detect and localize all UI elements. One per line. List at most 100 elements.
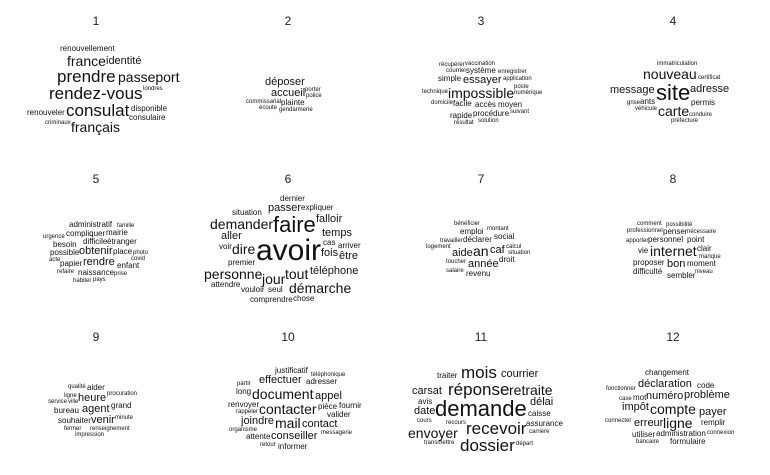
cloud-word: carte — [658, 103, 690, 119]
cloud-word: porter — [305, 87, 321, 93]
cloud-word: renouveler — [27, 108, 65, 117]
cloud-word: plainte — [281, 98, 305, 107]
word-cloud: accueil déposer plainte gendarmerie porter po… — [192, 0, 384, 158]
cloud-word: ligne — [663, 415, 693, 431]
cloud-word: procuration — [107, 391, 138, 397]
cloud-word: impression — [75, 432, 105, 438]
cloud-word: connexion — [707, 430, 735, 436]
cloud-word: naissance — [78, 268, 115, 277]
cloud-word: tout — [285, 266, 309, 282]
cloud-word: renouvellement — [60, 44, 115, 53]
cloud-word: système — [466, 66, 496, 75]
cloud-word: professionnel — [627, 228, 663, 234]
cloud-word: situation — [508, 250, 531, 256]
cloud-word: ville — [68, 399, 79, 405]
cloud-word: courrier — [501, 368, 539, 380]
cloud-word: fournir — [339, 401, 362, 410]
cloud-word: point — [687, 235, 705, 244]
cloud-word: niveau — [695, 269, 713, 275]
word-cloud: obtenir rendre difficile compliquer naissanc… — [0, 158, 192, 316]
cloud-word: photo — [133, 250, 149, 256]
cloud-word: date — [414, 405, 436, 417]
cloud-word: salaire — [446, 268, 464, 274]
cloud-word: essayer — [463, 74, 502, 86]
cloud-word: comment — [637, 221, 662, 227]
cloud-word: fermer — [64, 426, 82, 432]
cloud-word: administration — [656, 429, 706, 438]
cloud-word: appel — [315, 390, 342, 402]
cloud-word: recours — [446, 420, 467, 426]
cloud-word: permis — [691, 98, 716, 107]
cloud-word: service — [48, 399, 68, 405]
cloud-word: personnel — [648, 235, 684, 244]
word-cloud: avoir faire tout jour demander démarche person… — [192, 158, 384, 316]
cloud-word: téléphone — [310, 265, 359, 277]
cloud-word: assurance — [526, 419, 563, 428]
cloud-word: prise — [114, 271, 128, 277]
cloud-word: messagerie — [321, 430, 353, 436]
cloud-word: étranger — [107, 237, 137, 246]
word-cloud: demande réponse recevoir dossier mois envoyer… — [385, 316, 577, 474]
cloud-word: dire — [232, 241, 256, 257]
cloud-word: accès — [475, 100, 496, 109]
cloud-word: apporter — [626, 238, 649, 244]
cloud-word: jour — [262, 271, 286, 287]
panel-number: 4 — [669, 14, 677, 28]
cloud-word: premier — [228, 258, 256, 267]
cloud-word: bénéficier — [454, 221, 481, 227]
cloud-word: fois — [321, 247, 339, 259]
cloud-word: cas — [323, 238, 336, 247]
cloud-word: contact — [302, 418, 338, 430]
word-cloud: site carte nouveau adresse message ants permis… — [577, 0, 769, 158]
cloud-word: procédure — [473, 109, 510, 118]
cloud-word: récupérer — [439, 62, 465, 68]
word-cloud: agent heure venir souhaiter grand bureau aider… — [0, 316, 192, 474]
cloud-word: nécessaire — [687, 229, 717, 235]
cloud-word: consulaire — [129, 113, 166, 122]
panel-number: 7 — [477, 172, 485, 186]
cloud-word: code — [697, 381, 715, 390]
cloud-word: prendre — [57, 67, 116, 86]
cloud-word: ants — [640, 97, 656, 106]
cloud-word: difficulté — [633, 267, 663, 276]
wordcloud-panel: 9 agent heure venir souhaiter grand bureau aide… — [0, 316, 192, 474]
cloud-word: carsat — [412, 385, 442, 397]
word-cloud: impossible essayer accès procédure facile moy… — [385, 0, 577, 158]
cloud-word: logement — [426, 244, 451, 250]
cloud-word: pièce — [318, 402, 338, 411]
cloud-word: grand — [111, 401, 132, 410]
wordcloud-panel: 11 demande réponse recevoir dossier mois envoy… — [385, 316, 577, 474]
cloud-word: administratif — [69, 220, 113, 229]
cloud-word: temps — [322, 227, 352, 239]
cloud-word: famille — [117, 223, 135, 229]
panel-number: 6 — [284, 172, 292, 186]
cloud-word: payer — [699, 406, 727, 418]
cloud-word: départ — [516, 441, 534, 447]
word-cloud: contacter mail document conseiller effectuer… — [192, 316, 384, 474]
cloud-word: faire — [273, 212, 316, 237]
cloud-word: technique — [422, 89, 449, 95]
cloud-word: traiter — [437, 371, 458, 380]
wordcloud-panel: 2 accueil déposer plainte gendarmerie porter p… — [192, 0, 384, 158]
cloud-word: situation — [232, 208, 262, 217]
cloud-word: renseignement — [90, 426, 130, 432]
cloud-word: demander — [210, 216, 274, 232]
cloud-word: aider — [87, 383, 105, 392]
cloud-word: grise — [627, 100, 641, 106]
cloud-word: vouloir — [241, 285, 265, 294]
cloud-word: déposer — [265, 76, 305, 88]
cloud-word: cours — [417, 418, 432, 424]
cloud-word: police — [306, 93, 322, 99]
cloud-word: urgence — [43, 234, 65, 240]
cloud-word: changement — [645, 368, 690, 377]
cloud-word: bureau — [54, 406, 79, 415]
word-cloud: compte ligne numéro déclaration problème erre… — [577, 316, 769, 474]
cloud-word: numérique — [514, 90, 543, 96]
cloud-word: proposer — [633, 258, 665, 267]
cloud-word: français — [71, 119, 121, 135]
cloud-word: rendez-vous — [49, 84, 143, 103]
cloud-word: carrière — [529, 429, 550, 435]
cloud-word: transmettre — [424, 440, 455, 446]
wordcloud-panel: 5 obtenir rendre difficile compliquer naissan… — [0, 158, 192, 316]
